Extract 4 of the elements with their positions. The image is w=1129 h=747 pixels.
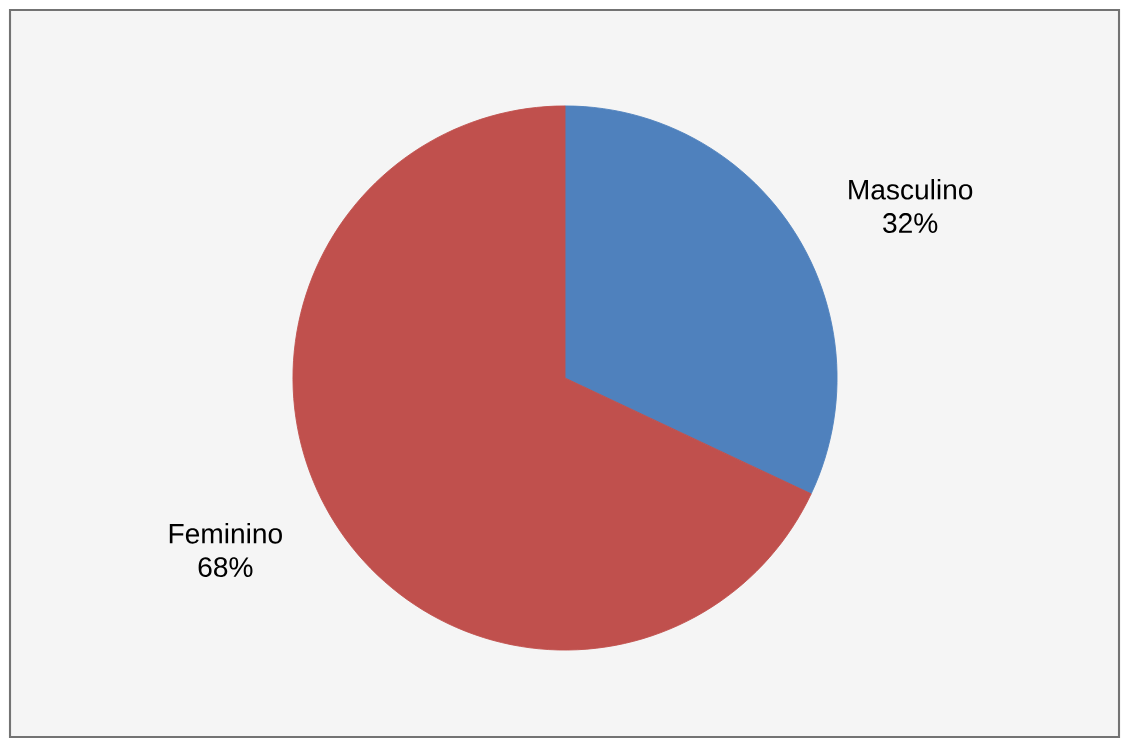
data-label: 32% — [883, 213, 938, 233]
slice-label: Feminino — [169, 523, 282, 544]
data-label: 68% — [198, 557, 253, 578]
slice-label: Masculino — [849, 178, 973, 200]
